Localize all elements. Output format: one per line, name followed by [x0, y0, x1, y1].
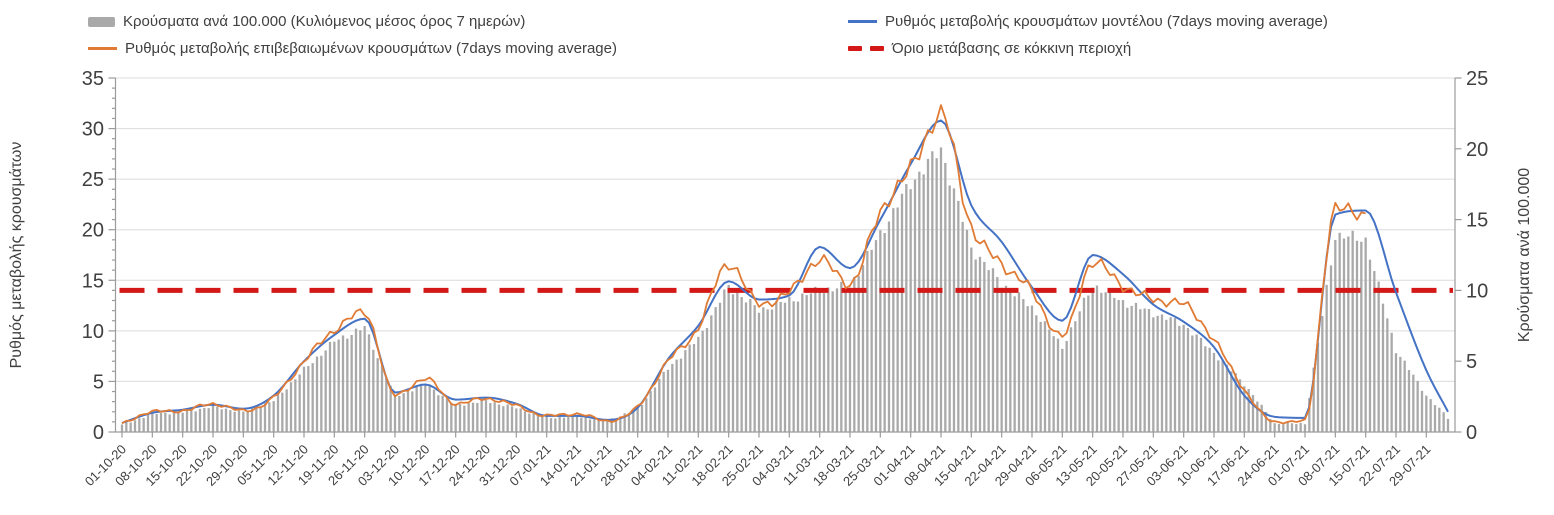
legend-label-red-zone-threshold: Όριο μετάβασης σε κόκκινη περιοχή — [892, 40, 1132, 57]
right-axis-tick-label: 10 — [1466, 280, 1488, 302]
left-axis-tick-label: 35 — [82, 68, 104, 90]
left-axis-title: Ρυθμός μεταβολής κρουσμάτων — [8, 142, 25, 369]
axes — [108, 77, 1462, 438]
left-axis-tick-label: 0 — [93, 422, 104, 444]
left-axis-tick-label: 15 — [82, 270, 104, 292]
line-series — [121, 104, 1449, 425]
legend-label-model-rate: Ρυθμός μεταβολής κρουσμάτων μοντέλου (7d… — [885, 13, 1328, 30]
legend-item-cases-per-100k: Κρούσματα ανά 100.000 (Κυλιόμενος μέσος … — [88, 12, 525, 31]
left-axis-tick-label: 25 — [82, 169, 104, 191]
orange-line-swatch — [88, 47, 117, 50]
right-axis-tick-label: 20 — [1466, 139, 1488, 161]
series-confirmed_line — [121, 104, 1366, 425]
left-axis-tick-label: 10 — [82, 321, 104, 343]
right-axis-tick-label: 0 — [1466, 422, 1477, 444]
right-axis-tick-label: 15 — [1466, 210, 1488, 232]
legend-label-cases-per-100k: Κρούσματα ανά 100.000 (Κυλιόμενος μέσος … — [123, 13, 526, 30]
right-axis-title: Κρούσματα ανά 100.000 — [1516, 168, 1533, 342]
left-axis-tick-label: 5 — [93, 371, 104, 393]
left-axis-tick-label: 30 — [82, 119, 104, 141]
right-axis-tick-label: 25 — [1466, 68, 1488, 90]
legend-item-red-zone-threshold: Όριο μετάβασης σε κόκκινη περιοχή — [848, 39, 1131, 58]
series-model_line — [121, 119, 1449, 424]
blue-line-swatch — [848, 20, 877, 23]
legend-item-confirmed-rate: Ρυθμός μεταβολής επιβεβαιωμένων κρουσμάτ… — [88, 39, 617, 58]
left-axis-tick-label: 20 — [82, 220, 104, 242]
legend-label-confirmed-rate: Ρυθμός μεταβολής επιβεβαιωμένων κρουσμάτ… — [125, 40, 617, 57]
legend-item-model-rate: Ρυθμός μεταβολής κρουσμάτων μοντέλου (7d… — [848, 12, 1328, 31]
red-dash-swatch — [848, 46, 884, 51]
gray-bar-swatch — [88, 16, 115, 27]
right-axis-tick-label: 5 — [1466, 351, 1477, 373]
